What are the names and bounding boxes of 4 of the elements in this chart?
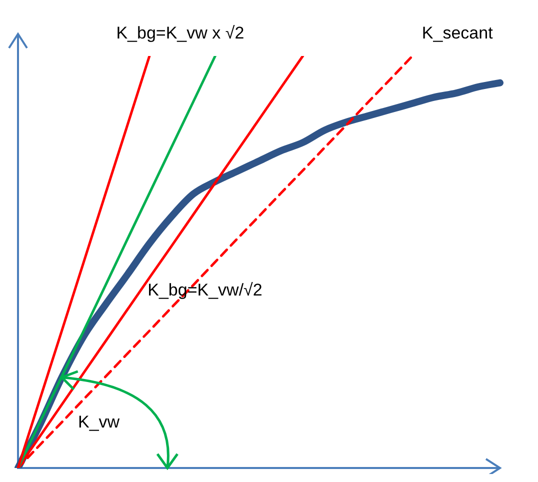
series-label: K_bg=K_vw x √2 bbox=[116, 24, 244, 43]
series-label: K_bg=K_vw/√2 bbox=[148, 280, 262, 300]
series-label: K_secant bbox=[422, 24, 494, 43]
annotation: K_vw bbox=[78, 412, 120, 432]
